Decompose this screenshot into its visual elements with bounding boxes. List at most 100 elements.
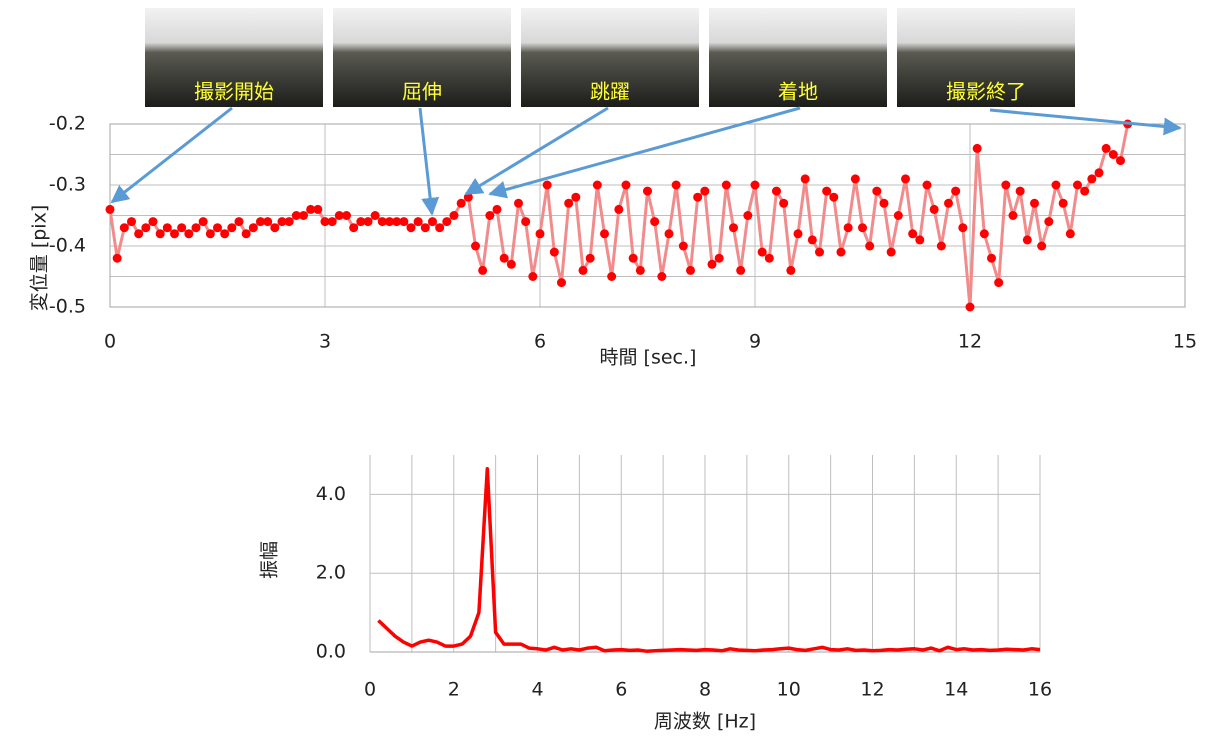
y-tick-label: 0.0 xyxy=(316,641,346,663)
data-point xyxy=(650,217,660,227)
data-point xyxy=(707,259,717,269)
data-point xyxy=(1001,180,1011,190)
x-tick-label: 3 xyxy=(319,331,331,353)
y-tick-label: -0.3 xyxy=(49,174,86,196)
x-tick-label: 9 xyxy=(749,331,761,353)
x-tick-label: 0 xyxy=(104,331,116,353)
data-point xyxy=(951,186,961,196)
x-tick-label: 2 xyxy=(448,679,460,701)
thumbnail xyxy=(333,8,511,107)
data-point xyxy=(1080,186,1090,196)
data-point xyxy=(678,241,688,251)
data-point xyxy=(299,211,308,220)
thumbnail xyxy=(897,8,1075,107)
data-point xyxy=(1008,211,1018,220)
data-point xyxy=(213,223,222,233)
x-tick-label: 0 xyxy=(364,679,376,701)
data-point xyxy=(972,143,982,153)
data-point xyxy=(241,229,251,239)
data-point xyxy=(915,235,925,245)
data-point xyxy=(112,253,122,263)
data-point xyxy=(850,174,860,184)
data-point xyxy=(435,223,445,233)
data-point xyxy=(413,217,423,227)
data-point xyxy=(621,180,631,190)
x-tick-label: 12 xyxy=(860,679,884,701)
data-point xyxy=(306,204,316,214)
x-tick-label: 10 xyxy=(777,679,801,701)
data-point xyxy=(743,211,753,220)
y-tick-label: 4.0 xyxy=(316,483,346,505)
data-point xyxy=(1094,168,1104,178)
data-point xyxy=(506,259,516,269)
arrows xyxy=(110,106,1182,216)
data-point xyxy=(700,186,710,196)
data-point xyxy=(320,217,330,227)
data-point xyxy=(270,223,280,233)
x-tick-label: 6 xyxy=(534,331,546,353)
data-point xyxy=(836,247,846,257)
data-point xyxy=(843,223,853,233)
data-point xyxy=(643,186,652,196)
data-point xyxy=(356,217,366,227)
arrow xyxy=(989,108,1182,136)
x-tick-label: 8 xyxy=(699,679,711,701)
data-point xyxy=(105,204,115,214)
data-point xyxy=(127,217,136,227)
data-point xyxy=(162,223,172,233)
x-tick-label: 16 xyxy=(1028,679,1052,701)
data-point xyxy=(1037,241,1047,251)
data-point xyxy=(600,229,609,239)
thumbnails: 撮影開始 屈伸 跳躍 着地 撮影終了 xyxy=(145,8,1075,107)
data-point xyxy=(793,229,803,239)
thumb-label: 撮影開始 xyxy=(194,80,274,104)
data-point xyxy=(385,217,394,227)
data-point xyxy=(198,217,208,227)
y-tick-label: -0.5 xyxy=(49,296,86,318)
data-point xyxy=(958,223,968,233)
data-point xyxy=(456,198,466,208)
data-point xyxy=(349,223,359,233)
x-tick-label: 6 xyxy=(615,679,627,701)
data-point xyxy=(1073,180,1082,190)
data-point xyxy=(829,192,839,202)
data-point xyxy=(471,241,480,251)
data-point xyxy=(277,217,287,227)
data-point xyxy=(420,223,430,233)
data-point xyxy=(671,180,681,190)
data-point xyxy=(392,217,402,227)
x-tick-label: 4 xyxy=(531,679,543,701)
data-point xyxy=(908,229,918,239)
data-point xyxy=(1058,198,1068,208)
data-point xyxy=(628,253,638,263)
data-point xyxy=(220,229,230,239)
arrow xyxy=(488,106,801,199)
data-point xyxy=(535,229,545,239)
data-point xyxy=(736,265,746,275)
data-point xyxy=(399,217,409,227)
data-point xyxy=(815,247,824,257)
y-axis-label: 変位量 [pix] xyxy=(29,205,51,311)
data-point xyxy=(485,211,495,220)
arrow xyxy=(418,107,440,216)
data-point xyxy=(578,265,588,275)
data-point xyxy=(1108,150,1118,159)
data-point xyxy=(879,198,889,208)
data-point xyxy=(1087,174,1097,184)
data-point xyxy=(406,223,416,233)
data-point xyxy=(234,217,244,227)
data-point xyxy=(750,180,760,190)
data-point xyxy=(1030,198,1039,208)
data-point xyxy=(607,272,617,281)
data-point xyxy=(664,229,674,239)
data-point xyxy=(442,217,452,227)
data-point xyxy=(248,223,258,233)
data-point xyxy=(205,229,215,239)
data-point xyxy=(901,174,910,184)
x-axis-label: 周波数 [Hz] xyxy=(654,711,756,733)
data-point xyxy=(463,192,473,202)
data-point xyxy=(370,211,380,220)
data-point xyxy=(148,217,158,227)
data-point xyxy=(721,180,731,190)
data-point xyxy=(886,247,896,257)
